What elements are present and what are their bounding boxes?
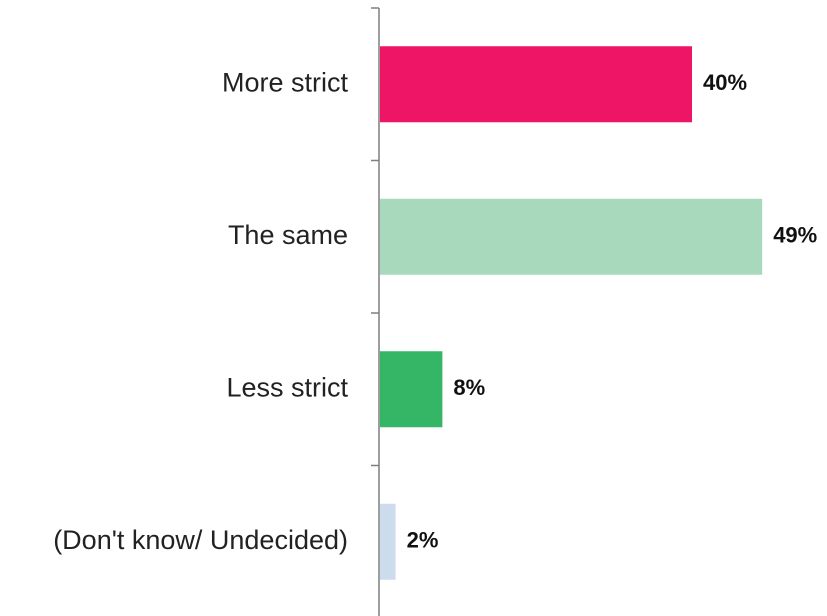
value-label: 49% bbox=[773, 223, 817, 248]
value-labels: 40% 49% 8% 2% bbox=[407, 70, 818, 553]
bar bbox=[380, 351, 443, 428]
category-label: (Don't know/ Undecided) bbox=[53, 525, 348, 555]
category-label: Less strict bbox=[226, 372, 348, 402]
axis-ticks bbox=[371, 7, 379, 467]
category-label: More strict bbox=[222, 67, 349, 97]
bar bbox=[380, 503, 396, 580]
category-label: The same bbox=[228, 220, 348, 250]
bar bbox=[380, 198, 763, 275]
value-label: 2% bbox=[407, 528, 439, 553]
value-label: 8% bbox=[453, 375, 485, 400]
bar bbox=[380, 46, 692, 123]
category-labels: More strict The same Less strict (Don't kno… bbox=[53, 67, 348, 555]
value-label: 40% bbox=[703, 70, 747, 95]
bars-group bbox=[380, 46, 763, 580]
